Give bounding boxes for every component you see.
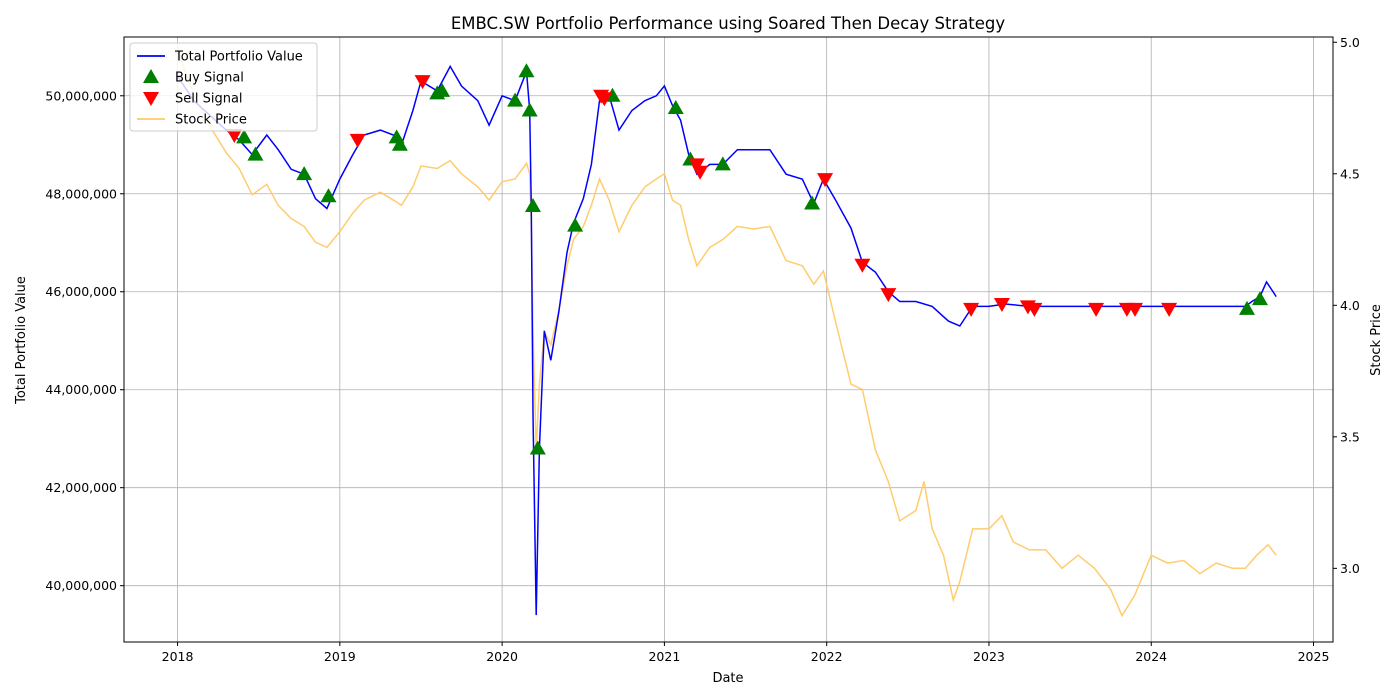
buy-signal-marker xyxy=(667,100,684,115)
x-axis-title: Date xyxy=(712,671,743,686)
buy-signal-marker xyxy=(391,136,408,151)
buy-signal-marker xyxy=(804,195,821,210)
x-tick-label: 2023 xyxy=(973,649,1005,664)
sell-signal-marker xyxy=(226,128,243,143)
plot-area xyxy=(176,49,1277,618)
x-tick-label: 2021 xyxy=(648,649,680,664)
buy-signal-marker xyxy=(296,166,313,181)
sell-signal-marker xyxy=(1026,302,1043,317)
sell-signal-marker xyxy=(854,258,871,273)
sell-signal-marker xyxy=(1127,302,1144,317)
y-tick-label: 50,000,000 xyxy=(45,88,117,103)
y-right-tick-label: 3.5 xyxy=(1340,429,1360,444)
y-axis-title: Total Portfolio Value xyxy=(14,276,29,405)
buy-signal-marker xyxy=(1238,300,1255,315)
sell-signal-marker xyxy=(1161,302,1178,317)
sell-signal-marker xyxy=(817,173,834,188)
buy-signal-marker xyxy=(320,188,337,203)
y-tick-label: 40,000,000 xyxy=(45,578,117,593)
sell-signal-marker xyxy=(596,92,613,107)
y-right-tick-label: 5.0 xyxy=(1340,35,1360,50)
sell-signal-marker xyxy=(1088,302,1105,317)
buy-signal-marker xyxy=(1251,291,1268,306)
x-tick-label: 2024 xyxy=(1135,649,1167,664)
sell-signal-marker xyxy=(414,75,431,90)
x-tick-label: 2022 xyxy=(811,649,843,664)
legend: Total Portfolio Value Buy Signal Sell Sign… xyxy=(129,42,318,132)
x-tick-label: 2025 xyxy=(1298,649,1330,664)
buy-signal-marker xyxy=(247,146,264,161)
portfolio-value-line xyxy=(176,64,1277,616)
y-right-tick-label: 4.0 xyxy=(1340,298,1360,313)
sell-signal-marker xyxy=(880,288,897,303)
chart-title: EMBC.SW Portfolio Performance using Soar… xyxy=(451,14,1006,33)
y-tick-label: 46,000,000 xyxy=(45,284,117,299)
buy-signal-marker xyxy=(236,129,253,144)
stock-price-line xyxy=(176,49,1277,618)
y-tick-label: 48,000,000 xyxy=(45,186,117,201)
legend-label: Sell Signal xyxy=(175,92,243,107)
sell-signal-marker xyxy=(349,133,366,148)
legend-buy-swatch xyxy=(143,69,159,83)
grid-lines xyxy=(124,37,1333,642)
sell-signal-marker xyxy=(692,165,709,180)
buy-signal-marker xyxy=(521,102,538,117)
buy-signal-marker xyxy=(434,82,451,97)
y-right-axis-title: Stock Price xyxy=(1369,304,1384,376)
legend-label: Total Portfolio Value xyxy=(174,50,303,65)
x-tick-label: 2019 xyxy=(324,649,356,664)
y-right-tick-label: 4.5 xyxy=(1340,166,1360,181)
legend-box xyxy=(129,42,318,132)
sell-signal-marker xyxy=(963,302,980,317)
plot-frame xyxy=(123,36,1334,643)
legend-label: Buy Signal xyxy=(175,71,244,86)
y-tick-label: 44,000,000 xyxy=(45,382,117,397)
legend-label: Stock Price xyxy=(175,113,247,128)
sell-signal-marker xyxy=(993,297,1010,312)
x-tick-label: 2018 xyxy=(162,649,194,664)
buy-signal-marker xyxy=(567,217,584,232)
sell-signal-marker xyxy=(688,158,705,173)
y-tick-label: 42,000,000 xyxy=(45,480,117,495)
buy-signal-marker xyxy=(529,440,546,455)
buy-signal-marker xyxy=(518,63,535,78)
legend-sell-swatch xyxy=(143,92,159,106)
buy-signal-marker xyxy=(714,156,731,171)
axes: 2018 2019 2020 2021 2022 2023 2024 2025 40,000,0… xyxy=(45,35,1360,664)
x-tick-label: 2020 xyxy=(486,649,518,664)
buy-signal-marker xyxy=(524,198,541,213)
y-right-tick-label: 3.0 xyxy=(1340,561,1360,576)
buy-signal-marker xyxy=(507,92,524,107)
